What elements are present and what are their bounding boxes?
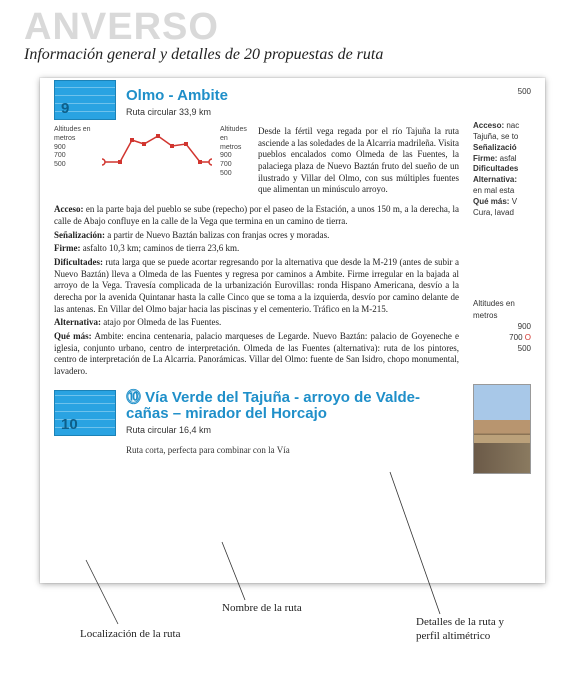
text: en mal esta [473,186,531,197]
route-title: ⓾ Vía Verde del Tajuña - arroyo de Valde… [126,390,459,407]
text: nac [504,121,519,130]
label: Acceso: [473,121,504,130]
label: Firme: [473,154,497,163]
label: Alternativa: [473,175,517,184]
section-alternativa: Alternativa: atajo por Olmeda de las Fue… [54,317,459,329]
profile-chart [102,126,212,172]
tick: 500 [473,343,531,354]
label: Qué más: [473,197,509,206]
text: asfal [497,154,516,163]
text: Tajuña, se to [473,132,531,143]
callout-detalles: Detalles de la ruta y perfil altimétrico [416,616,526,644]
marker-icon: O [525,333,531,342]
route-subtitle: Ruta circular 33,9 km [126,107,228,117]
tick: 900 [473,321,531,332]
route-title-line2: cañas – mirador del Horcajo [126,406,459,423]
bullet-icon: ⓾ [126,389,145,406]
page-subtitle: Información general y detalles de 20 pro… [24,46,383,64]
callout-localizacion: Localización de la ruta [80,628,190,642]
side-column: 500 Acceso: nac Tajuña, se to Señalizaci… [473,88,531,573]
callout-nombre: Nombre de la ruta [222,602,302,616]
profile-right-labels: Altitudes en metros 900 700 500 [220,126,250,196]
section-senalizacion: Señalización: a partir de Nuevo Baztán b… [54,230,459,242]
altitude-label: Altitudes en metros [54,126,94,144]
profile-left-labels: Altitudes en metros 900 700 500 [54,126,94,196]
section-quemas: Qué más: Ambite: encina centenaria, pala… [54,331,459,378]
altitude-label: Altitudes en metros [473,298,531,320]
label: Alternativa: [54,317,101,327]
text: en la parte baja del pueblo se sube (rep… [54,204,459,226]
text: a partir de Nuevo Baztán balizas con fra… [105,230,329,240]
watermark-title: ANVERSO [24,6,219,49]
route-9-header: 9 Olmo - Ambite Ruta circular 33,9 km [54,88,459,120]
text: ruta larga que se puede acortar regresan… [54,257,459,314]
tick: 700 [220,161,250,170]
route-number: 9 [61,100,69,117]
text: V [509,197,517,206]
label: Acceso: [54,204,83,214]
route-10-header: 10 ⓾ Vía Verde del Tajuña - arroyo de Va… [54,390,459,455]
section-acceso: Acceso: en la parte baja del pueblo se s… [54,204,459,227]
tick: 500 [54,161,94,170]
tick: 900 [220,152,250,161]
route-location-box: 10 [54,390,116,436]
label: Dificultades: [54,257,103,267]
side-altitude-block: Altitudes en metros 900 700 O 500 [473,298,531,354]
text: Cura, lavad [473,208,531,219]
side-top-val: 500 [473,86,531,97]
route-teaser: Ruta corta, perfecta para combinar con l… [126,445,459,455]
text: atajo por Olmeda de las Fuentes. [101,317,221,327]
label: Señalización: [54,230,105,240]
side-photo [473,384,531,474]
label: Señalizació [473,143,517,152]
route-intro: Desde la fértil vega regada por el río T… [258,126,459,196]
elevation-profile: Altitudes en metros 900 700 500 Altitude… [54,126,459,196]
page-preview: 9 Olmo - Ambite Ruta circular 33,9 km Al… [40,78,545,583]
route-location-box: 9 [54,80,116,120]
side-fragments: Acceso: nac Tajuña, se to Señalizació Fi… [473,121,531,218]
title-line-1: Vía Verde del Tajuña - arroyo de Valde- [145,389,420,406]
tick: 700 [509,333,522,342]
route-title: Olmo - Ambite [126,88,228,105]
tick: 900 [54,144,94,153]
tick: 500 [220,170,250,179]
route-subtitle: Ruta circular 16,4 km [126,425,459,435]
tick: 700 [54,152,94,161]
text: asfalto 10,3 km; caminos de tierra 23,6 … [80,243,239,253]
section-firme: Firme: asfalto 10,3 km; caminos de tierr… [54,243,459,255]
section-dificultades: Dificultades: ruta larga que se puede ac… [54,257,459,315]
label: Dificultades [473,164,518,173]
text: Ambite: encina centenaria, palacio marqu… [54,331,459,376]
label: Firme: [54,243,80,253]
label: Qué más: [54,331,92,341]
main-column: 9 Olmo - Ambite Ruta circular 33,9 km Al… [54,88,459,573]
route-number: 10 [61,416,78,433]
altitude-label: Altitudes en metros [220,126,250,152]
